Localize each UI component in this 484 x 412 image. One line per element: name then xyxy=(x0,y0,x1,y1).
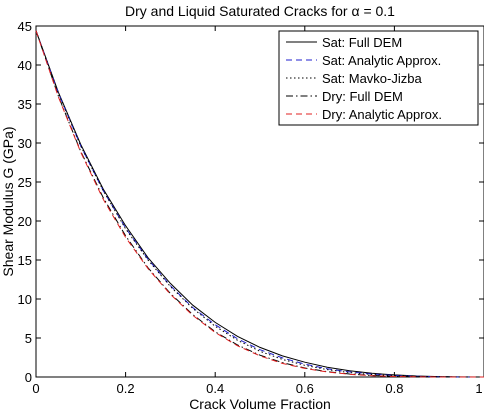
legend-label-4: Dry: Full DEM xyxy=(322,89,403,104)
y-tick-label: 45 xyxy=(18,19,32,34)
legend-label-3: Sat: Mavko-Jizba xyxy=(322,71,422,86)
x-tick-label: 0.8 xyxy=(385,381,403,396)
x-tick-label: 1 xyxy=(475,381,482,396)
y-tick-label: 20 xyxy=(18,214,32,229)
y-tick-label: 15 xyxy=(18,253,32,268)
legend: Sat: Full DEM Sat: Analytic Approx. Sat: M… xyxy=(278,30,479,126)
y-tick-label: 5 xyxy=(25,331,32,346)
series-line-2 xyxy=(35,30,484,378)
y-tick-label: 35 xyxy=(18,97,32,112)
legend-label-5: Dry: Analytic Approx. xyxy=(322,107,442,122)
x-axis: 0 0.2 0.4 0.6 0.8 1 xyxy=(32,26,484,396)
y-tick-label: 25 xyxy=(18,175,32,190)
legend-box xyxy=(278,30,479,126)
y-axis-label: Shear Modulus G (GPa) xyxy=(0,126,16,276)
y-tick-label: 40 xyxy=(18,58,32,73)
chart-title: Dry and Liquid Saturated Cracks for α = … xyxy=(125,3,395,19)
x-tick-label: 0.2 xyxy=(117,381,135,396)
legend-label-2: Sat: Analytic Approx. xyxy=(322,53,441,68)
y-tick-label: 10 xyxy=(18,292,32,307)
series-lines xyxy=(35,30,484,378)
x-tick-label: 0.6 xyxy=(296,381,314,396)
y-tick-label: 0 xyxy=(25,370,32,385)
x-axis-label: Crack Volume Fraction xyxy=(189,396,331,412)
x-tick-label: 0 xyxy=(32,381,39,396)
y-tick-label: 30 xyxy=(18,136,32,151)
x-tick-label: 0.4 xyxy=(206,381,224,396)
series-line-3 xyxy=(35,30,484,378)
series-line-4 xyxy=(35,30,484,378)
legend-label-1: Sat: Full DEM xyxy=(322,35,402,50)
